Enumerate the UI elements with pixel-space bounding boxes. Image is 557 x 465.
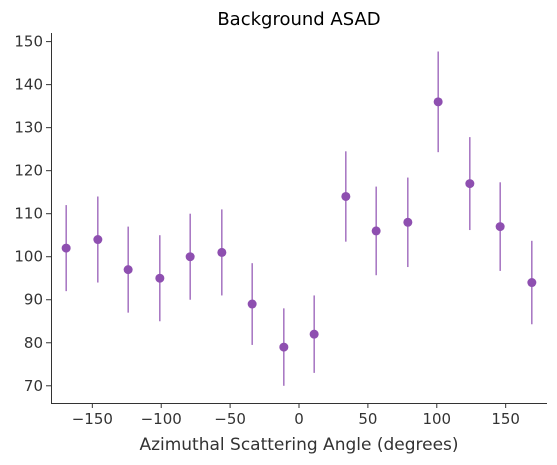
x-tick-label: 0 xyxy=(294,410,304,428)
x-tick-label: −150 xyxy=(72,410,113,428)
y-axis: 70 80 90 100 110 120 130 140 150 xyxy=(14,33,51,395)
data-point xyxy=(123,265,133,275)
data-point xyxy=(527,278,537,288)
y-tick-label: 100 xyxy=(14,248,43,266)
x-tick-label: 50 xyxy=(358,410,377,428)
data-point xyxy=(495,222,505,232)
data-point xyxy=(155,273,165,283)
y-tick-label: 90 xyxy=(24,291,43,309)
y-tick-label: 70 xyxy=(24,377,43,395)
data-point xyxy=(371,226,381,236)
x-axis: −150 −100 −50 0 50 100 150 xyxy=(72,403,520,428)
data-point xyxy=(279,342,289,352)
x-tick-label: −50 xyxy=(214,410,246,428)
data-point xyxy=(217,247,227,257)
y-tick-label: 80 xyxy=(24,334,43,352)
data-point xyxy=(403,217,413,227)
data-point xyxy=(433,97,443,107)
y-tick-label: 120 xyxy=(14,162,43,180)
x-tick-label: −100 xyxy=(141,410,182,428)
data-point xyxy=(341,191,351,201)
data-point xyxy=(61,243,71,253)
y-tick-label: 110 xyxy=(14,205,43,223)
y-tick-label: 150 xyxy=(14,33,43,51)
data-point xyxy=(185,252,195,262)
data-point xyxy=(247,299,257,309)
plot-area xyxy=(61,51,537,386)
chart-title: Background ASAD xyxy=(217,9,380,30)
data-point xyxy=(465,179,475,189)
x-tick-label: 150 xyxy=(491,410,520,428)
y-tick-label: 130 xyxy=(14,119,43,137)
data-point xyxy=(93,235,103,245)
x-axis-label: Azimuthal Scattering Angle (degrees) xyxy=(139,435,458,455)
x-tick-label: 100 xyxy=(422,410,451,428)
data-point xyxy=(309,329,319,339)
y-tick-label: 140 xyxy=(14,76,43,94)
